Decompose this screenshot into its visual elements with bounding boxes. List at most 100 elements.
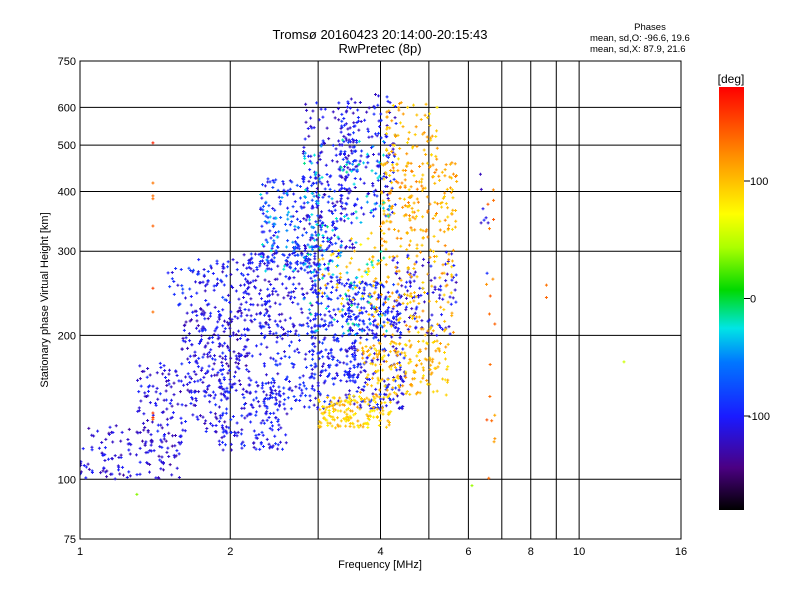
data-point [223,420,227,424]
data-point [367,106,371,110]
data-point [455,180,459,184]
data-point [340,168,344,172]
data-point [420,184,424,188]
data-point [90,469,94,473]
data-point [168,285,172,289]
data-point [313,173,317,177]
data-point [355,331,359,335]
data-point [273,251,277,255]
data-point [310,198,314,202]
data-point [320,182,324,186]
data-point [310,372,314,376]
data-point [360,310,364,314]
data-point [408,357,412,361]
data-point [194,326,198,330]
data-point [433,214,437,218]
data-point [278,389,282,393]
data-point [335,373,339,377]
data-point [358,362,362,366]
data-point [320,317,324,321]
data-point [202,268,206,272]
data-point [385,184,389,188]
data-point [382,177,386,181]
data-point [321,240,325,244]
data-point [209,410,213,414]
data-point [167,372,171,376]
data-point [421,215,425,219]
data-point [365,152,369,156]
data-point [347,396,351,400]
data-point [351,298,355,302]
data-point [271,332,275,336]
data-point [345,294,349,298]
data-point [405,141,409,145]
data-point [90,445,94,449]
data-point [280,312,284,316]
data-point [171,434,175,438]
data-point [348,126,352,130]
data-point [374,349,378,353]
data-point [235,421,239,425]
data-point [176,283,180,287]
data-point [316,398,320,402]
data-point [181,428,185,432]
data-point [243,318,247,322]
data-point [267,267,271,271]
data-point [448,175,452,179]
data-point [353,354,357,358]
data-point [298,399,302,403]
data-point [374,400,378,404]
data-point [234,354,238,358]
data-point [111,440,115,444]
data-point [348,326,352,330]
data-point [409,343,413,347]
data-point [212,284,216,288]
data-point [239,432,243,436]
data-point [298,323,302,327]
data-point [438,228,442,232]
data-point [407,257,411,261]
data-point [345,362,349,366]
data-point [392,169,396,173]
data-point [356,365,360,369]
data-point [280,195,284,199]
data-point [315,222,319,226]
data-point [353,292,357,296]
data-point [260,196,264,200]
data-point [284,378,288,381]
colorbar-tick-label: 100 [750,176,768,188]
data-point [292,290,296,294]
data-point [386,419,390,423]
data-point [234,388,238,392]
data-point [409,185,413,189]
data-point [397,269,401,273]
data-point [149,443,153,447]
data-point [191,270,195,274]
data-point [361,319,365,323]
data-point [388,143,392,147]
data-point [279,216,283,220]
data-point [407,361,411,365]
data-point [300,388,304,392]
data-point [271,179,275,183]
data-point [370,313,374,317]
data-point [269,356,273,360]
data-point [265,345,269,349]
data-point [346,289,350,293]
data-point [384,360,388,364]
data-point [325,126,329,130]
data-point [327,183,331,187]
data-point [441,263,445,267]
data-point [293,267,297,271]
data-point [317,193,321,197]
data-point [379,224,383,228]
data-point [379,250,383,254]
data-point [269,420,273,424]
data-point [398,336,402,340]
data-point [228,317,232,321]
data-point [425,135,429,139]
data-point [253,285,257,289]
data-point [348,168,352,172]
data-point [354,159,358,163]
data-point [327,356,331,360]
